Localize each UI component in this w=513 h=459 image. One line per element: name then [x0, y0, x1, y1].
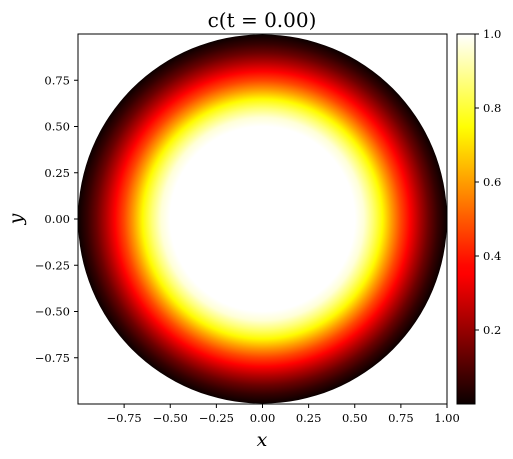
plot-area	[77, 33, 448, 405]
x-tick-label: −0.25	[199, 411, 234, 425]
concentration-disk	[78, 34, 447, 404]
x-tick-label: 0.50	[342, 411, 368, 425]
x-tick-label: −0.50	[153, 411, 188, 425]
colorbar-ticks: 0.2 0.4 0.6 0.8 1.0	[475, 27, 501, 337]
x-tick-label: 1.00	[434, 411, 460, 425]
y-tick-label: −0.50	[35, 305, 70, 319]
y-tick-label: −0.75	[35, 351, 70, 365]
colorbar-tick-label: 0.2	[483, 323, 501, 337]
y-tick-label: 0.50	[44, 120, 70, 134]
x-tick-label: 0.75	[388, 411, 414, 425]
x-tick-label: −0.75	[107, 411, 142, 425]
chart-title: c(t = 0.00)	[208, 8, 317, 32]
y-tick-label: 0.00	[44, 212, 70, 226]
x-axis-label: x	[257, 429, 268, 451]
x-tick-label: 0.00	[250, 411, 276, 425]
colorbar: 0.2 0.4 0.6 0.8 1.0	[456, 27, 501, 405]
colorbar-tick-label: 0.6	[483, 175, 501, 189]
colorbar-fill	[457, 34, 475, 404]
colorbar-tick-label: 0.8	[483, 101, 501, 115]
colorbar-tick-label: 1.0	[483, 27, 501, 41]
y-axis-ticks: 0.75 0.50 0.25 0.00 −0.25 −0.50 −0.75	[35, 73, 78, 365]
x-tick-label: 0.25	[296, 411, 322, 425]
colorbar-frame	[456, 33, 476, 405]
x-axis-ticks: −0.75 −0.50 −0.25 0.00 0.25 0.50 0.75 1.00	[107, 404, 460, 425]
colorbar-tick-label: 0.4	[483, 249, 501, 263]
y-axis-label: y	[5, 213, 27, 225]
y-tick-label: 0.75	[44, 73, 70, 87]
y-tick-label: 0.25	[44, 166, 70, 180]
y-tick-label: −0.25	[35, 258, 70, 272]
